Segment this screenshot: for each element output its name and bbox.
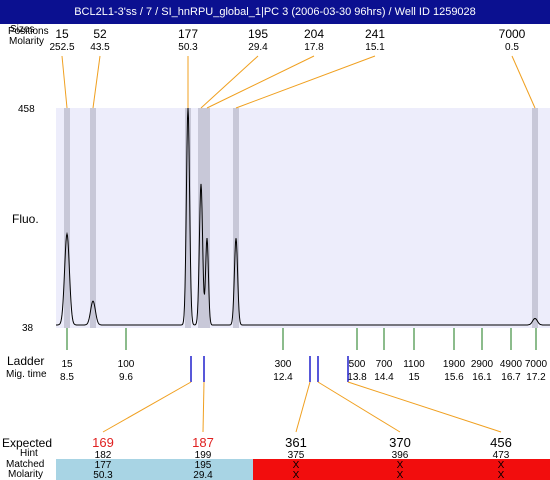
ladder-migtime-label: 9.6 (119, 372, 133, 383)
ladder-migtime-label: 12.4 (273, 372, 293, 383)
expected-connector (202, 381, 205, 433)
unmatched-row-bg (253, 459, 550, 480)
expected-connector (102, 381, 192, 433)
peak-connector (92, 55, 101, 109)
peak-molarity-label: 0.5 (505, 42, 519, 53)
expected-value: 370 (389, 435, 411, 450)
matched-value: 177 (95, 460, 112, 471)
matched-value: 195 (195, 460, 212, 471)
ladder-size-label: 1900 (443, 359, 466, 370)
mig-time-label: Mig. time (6, 369, 47, 380)
ladder-size-label: 300 (275, 359, 292, 370)
peak-band (64, 108, 70, 328)
ladder-size-label: 700 (376, 359, 393, 370)
hint-value: 375 (288, 450, 305, 461)
molarity-value: X (397, 470, 404, 480)
matched-value: X (498, 460, 505, 471)
sizes-label: Sizes (10, 24, 35, 35)
matched-value: X (397, 460, 404, 471)
peak-connector (206, 55, 315, 109)
ladder-migtime-label: 15.6 (444, 372, 464, 383)
ladder-label: Ladder (7, 354, 45, 368)
ladder-size-label: 15 (61, 359, 73, 370)
ladder-size-label: 7000 (525, 359, 548, 370)
plot-area (56, 108, 550, 328)
ladder-migtime-label: 16.1 (472, 372, 492, 383)
peak-band (233, 108, 239, 328)
molarity-value: 29.4 (193, 470, 213, 480)
ladder-migtime-label: 17.2 (526, 372, 546, 383)
ladder-migtime-label: 16.7 (501, 372, 521, 383)
peak-size-label: 7000 (499, 27, 526, 41)
peak-molarity-label: 29.4 (248, 42, 268, 53)
peak-band (198, 108, 204, 328)
peak-molarity-label: 252.5 (49, 42, 74, 53)
ladder-migtime-label: 14.4 (374, 372, 394, 383)
ladder-size-label: 100 (118, 359, 135, 370)
expected-value: 169 (92, 435, 114, 450)
peak-band (532, 108, 538, 328)
molarity-value: X (293, 470, 300, 480)
peak-molarity-label: 17.8 (304, 42, 324, 53)
peak-size-label: 52 (93, 27, 107, 41)
expected-connector (347, 381, 502, 433)
peak-band (204, 108, 210, 328)
molarity-value: 50.3 (93, 470, 113, 480)
fluo-axis-label: Fluo. (12, 212, 39, 226)
peak-size-label: 15 (55, 27, 69, 41)
positions-label: Positions (8, 26, 49, 37)
ladder-size-label: 500 (349, 359, 366, 370)
window-title: BCL2L1-3'ss / 7 / SI_hnRPU_global_1|PC 3… (0, 0, 550, 24)
expected-value: 361 (285, 435, 307, 450)
peak-connector (200, 55, 259, 109)
ladder-size-label: 4900 (500, 359, 523, 370)
peak-connector (235, 55, 376, 109)
expected-value: 456 (490, 435, 512, 450)
peak-connector (61, 55, 68, 109)
peak-molarity-label: 15.1 (365, 42, 385, 53)
matched-value: X (293, 460, 300, 471)
expected-connector (295, 381, 311, 433)
peak-molarity-label: 43.5 (90, 42, 110, 53)
matched-label: Matched (6, 459, 45, 470)
y-max-label: 458 (18, 104, 35, 115)
hint-value: 199 (195, 450, 212, 461)
peak-size-label: 177 (178, 27, 198, 41)
hint-value: 473 (493, 450, 510, 461)
molarity-label-top: Molarity (9, 36, 45, 47)
hint-value: 182 (95, 450, 112, 461)
matched-row-bg (56, 459, 253, 480)
ladder-size-label: 2900 (471, 359, 494, 370)
molarity-label-bottom: Molarity (8, 469, 44, 480)
ladder-size-label: 1100 (403, 359, 425, 370)
ladder-migtime-label: 8.5 (60, 372, 74, 383)
molarity-value: X (498, 470, 505, 480)
ladder-migtime-label: 13.8 (347, 372, 367, 383)
hint-value: 396 (392, 450, 409, 461)
trace-line (56, 107, 550, 326)
peak-band (185, 108, 191, 328)
peak-molarity-label: 50.3 (178, 42, 198, 53)
hint-label: Hint (20, 448, 38, 459)
peak-connector (511, 55, 536, 109)
ladder-migtime-label: 15 (408, 372, 420, 383)
peak-size-label: 204 (304, 27, 324, 41)
expected-value: 187 (192, 435, 214, 450)
peak-size-label: 195 (248, 27, 268, 41)
peak-size-label: 241 (365, 27, 385, 41)
peak-band (90, 108, 96, 328)
expected-connector (317, 381, 401, 433)
expected-label: Expected (2, 436, 53, 450)
y-min-label: 38 (22, 323, 34, 334)
